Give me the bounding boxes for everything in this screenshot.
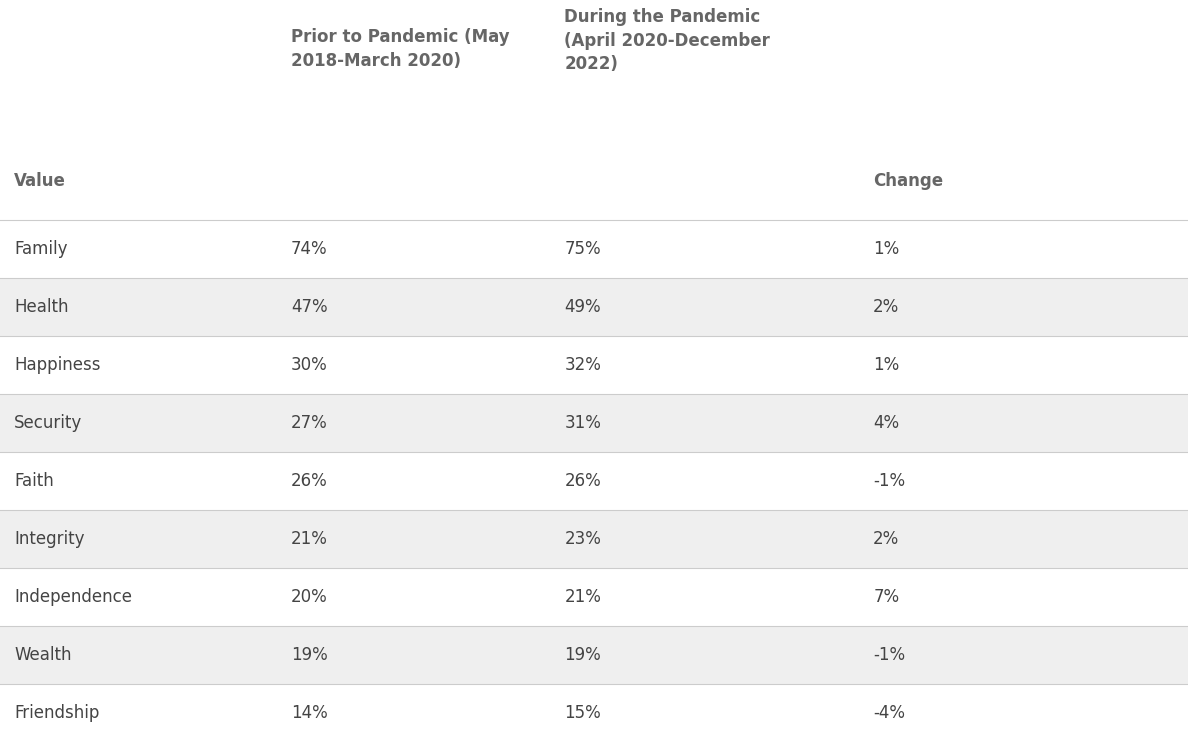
Text: Wealth: Wealth (14, 646, 71, 664)
Text: 49%: 49% (564, 298, 601, 316)
Text: 19%: 19% (564, 646, 601, 664)
Text: 74%: 74% (291, 240, 328, 258)
Text: Health: Health (14, 298, 69, 316)
Text: 4%: 4% (873, 414, 899, 432)
Bar (0, 278, 1188, 336)
Text: Value: Value (14, 172, 67, 190)
Text: 27%: 27% (291, 414, 328, 432)
Text: 2%: 2% (873, 298, 899, 316)
Text: 75%: 75% (564, 240, 601, 258)
Text: 19%: 19% (291, 646, 328, 664)
Text: 1%: 1% (873, 240, 899, 258)
Text: Family: Family (14, 240, 68, 258)
Text: -1%: -1% (873, 646, 905, 664)
Text: Happiness: Happiness (14, 356, 101, 374)
Bar (0, 394, 1188, 452)
Text: Friendship: Friendship (14, 704, 100, 722)
Text: 26%: 26% (564, 472, 601, 490)
Text: 23%: 23% (564, 530, 601, 548)
Text: Independence: Independence (14, 588, 132, 606)
Text: Security: Security (14, 414, 82, 432)
Text: 30%: 30% (291, 356, 328, 374)
Text: Prior to Pandemic (May
2018-March 2020): Prior to Pandemic (May 2018-March 2020) (291, 28, 510, 70)
Text: Integrity: Integrity (14, 530, 84, 548)
Text: Faith: Faith (14, 472, 53, 490)
Text: Change: Change (873, 172, 943, 190)
Text: 31%: 31% (564, 414, 601, 432)
Text: 21%: 21% (564, 588, 601, 606)
Text: 2%: 2% (873, 530, 899, 548)
Text: During the Pandemic
(April 2020-December
2022): During the Pandemic (April 2020-December… (564, 8, 770, 73)
Text: 7%: 7% (873, 588, 899, 606)
Text: 14%: 14% (291, 704, 328, 722)
Text: -4%: -4% (873, 704, 905, 722)
Text: -1%: -1% (873, 472, 905, 490)
Text: 15%: 15% (564, 704, 601, 722)
Text: 20%: 20% (291, 588, 328, 606)
Text: 26%: 26% (291, 472, 328, 490)
Bar (0, 626, 1188, 684)
Text: 1%: 1% (873, 356, 899, 374)
Text: 32%: 32% (564, 356, 601, 374)
Text: 21%: 21% (291, 530, 328, 548)
Bar (0, 510, 1188, 568)
Text: 47%: 47% (291, 298, 328, 316)
